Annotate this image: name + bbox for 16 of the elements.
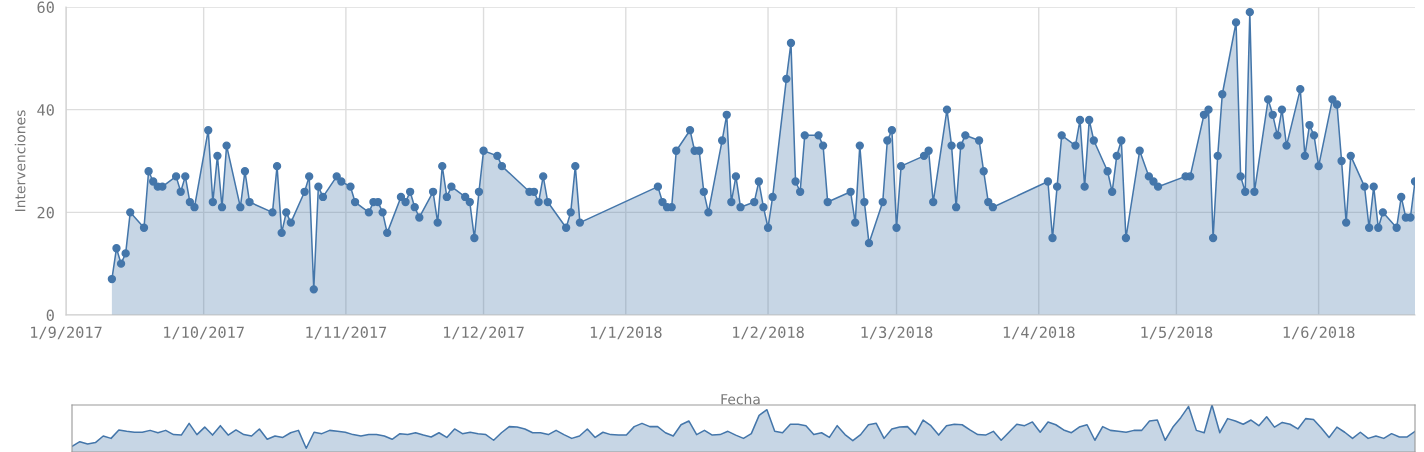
y-tick-label: 40 [37,104,54,116]
y-tick-label: 0 [46,309,54,322]
x-tick-label: 1/10/2017 [164,326,244,340]
x-tick-label: 1/3/2018 [861,326,933,340]
x-tick-label: 1/1/2018 [590,326,662,340]
x-tick-label: 1/12/2017 [443,326,524,340]
y-tick-label: 20 [37,206,54,219]
x-tick-label: 1/4/2018 [1003,326,1075,340]
x-tick-label: 1/2/2018 [733,326,804,340]
x-tick-label: 1/9/2017 [31,326,102,340]
x-tick-label: 1/6/2018 [1283,326,1355,340]
x-tick-label: 1/5/2018 [1141,326,1213,340]
x-tick-label: 1/11/2017 [306,326,387,340]
y-tick-label: 60 [37,1,54,14]
y-axis-title: Intervenciones [14,110,26,212]
x-axis-title: Fecha [721,393,760,405]
